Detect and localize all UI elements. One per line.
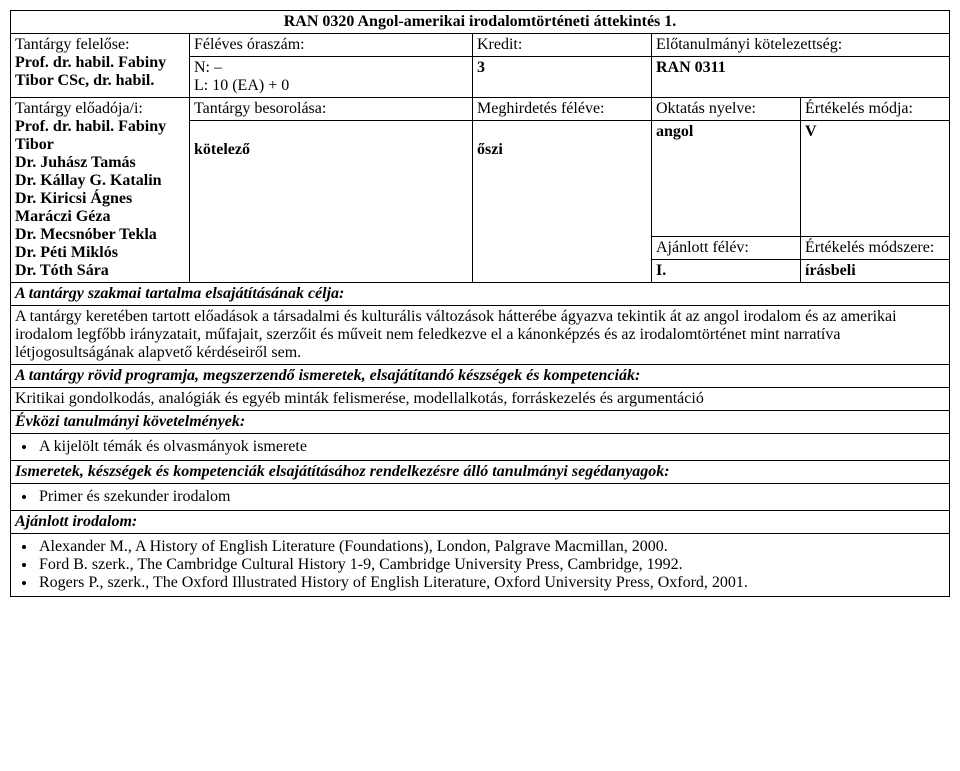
hours-l: L: 10 (EA) + 0: [194, 77, 289, 94]
responsible-label: Tantárgy felelőse:: [15, 36, 130, 53]
prereq-label-cell: Előtanulmányi kötelezettség:: [652, 34, 950, 57]
section5-item: Ford B. szerk., The Cambridge Cultural H…: [37, 556, 945, 574]
section5-heading: Ajánlott irodalom:: [11, 511, 950, 534]
section4-heading: Ismeretek, készségek és kompetenciák els…: [11, 461, 950, 484]
section2-heading: A tantárgy rövid programja, megszerzendő…: [11, 365, 950, 388]
section1-body: A tantárgy keretében tartott előadások a…: [11, 306, 950, 365]
recommended-sem-value: I.: [652, 260, 801, 283]
classification-label-cell: Tantárgy besorolása:: [190, 98, 473, 121]
hours-value-cell: N: – L: 10 (EA) + 0: [190, 57, 473, 98]
section5-item: Alexander M., A History of English Liter…: [37, 538, 945, 556]
lecturers-cell: Tantárgy előadója/i: Prof. dr. habil. Fa…: [11, 98, 190, 283]
prereq-value: RAN 0311: [652, 57, 950, 98]
hours-cell: Féléves óraszám:: [190, 34, 473, 57]
language-value: angol: [652, 121, 801, 237]
grading-mode-value: V: [801, 121, 950, 237]
section4-body: Primer és szekunder irodalom: [11, 484, 950, 511]
hours-label: Féléves óraszám:: [194, 36, 305, 53]
section3-heading: Évközi tanulmányi követelmények:: [11, 411, 950, 434]
classification-label: Tantárgy besorolása:: [194, 100, 326, 117]
credit-value: 3: [473, 57, 652, 98]
language-label-cell: Oktatás nyelve:: [652, 98, 801, 121]
course-table: RAN 0320 Angol-amerikai irodalomtörténet…: [10, 10, 950, 597]
section3-item: A kijelölt témák és olvasmányok ismerete: [37, 438, 945, 456]
grading-method-label: Értékelés módszere:: [805, 239, 934, 256]
grading-mode-label-cell: Értékelés módja:: [801, 98, 950, 121]
grading-method-label-cell: Értékelés módszere:: [801, 237, 950, 260]
lecturers-names: Prof. dr. habil. Fabiny Tibor Dr. Juhász…: [15, 118, 166, 279]
lecturers-label: Tantárgy előadója/i:: [15, 100, 143, 117]
credit-label: Kredit:: [477, 36, 522, 53]
recommended-sem-label: Ajánlott félév:: [656, 239, 749, 256]
section4-item: Primer és szekunder irodalom: [37, 488, 945, 506]
semester-announce-label-cell: Meghirdetés féléve:: [473, 98, 652, 121]
section5-item: Rogers P., szerk., The Oxford Illustrate…: [37, 574, 945, 592]
prereq-label: Előtanulmányi kötelezettség:: [656, 36, 842, 53]
section3-body: A kijelölt témák és olvasmányok ismerete: [11, 434, 950, 461]
responsible-cell: Tantárgy felelőse: Prof. dr. habil. Fabi…: [11, 34, 190, 98]
classification-value: kötelező: [190, 121, 473, 283]
semester-announce-label: Meghirdetés féléve:: [477, 100, 605, 117]
grading-mode-label: Értékelés módja:: [805, 100, 913, 117]
course-title: RAN 0320 Angol-amerikai irodalomtörténet…: [11, 11, 950, 34]
recommended-sem-label-cell: Ajánlott félév:: [652, 237, 801, 260]
section5-body: Alexander M., A History of English Liter…: [11, 534, 950, 597]
section1-heading: A tantárgy szakmai tartalma elsajátításá…: [11, 283, 950, 306]
language-label: Oktatás nyelve:: [656, 100, 756, 117]
credit-label-cell: Kredit:: [473, 34, 652, 57]
grading-method-value: írásbeli: [801, 260, 950, 283]
responsible-name: Prof. dr. habil. Fabiny Tibor CSc, dr. h…: [15, 54, 166, 89]
hours-n: N: –: [194, 59, 222, 76]
section2-body: Kritikai gondolkodás, analógiák és egyéb…: [11, 388, 950, 411]
semester-announce-value: őszi: [473, 121, 652, 283]
